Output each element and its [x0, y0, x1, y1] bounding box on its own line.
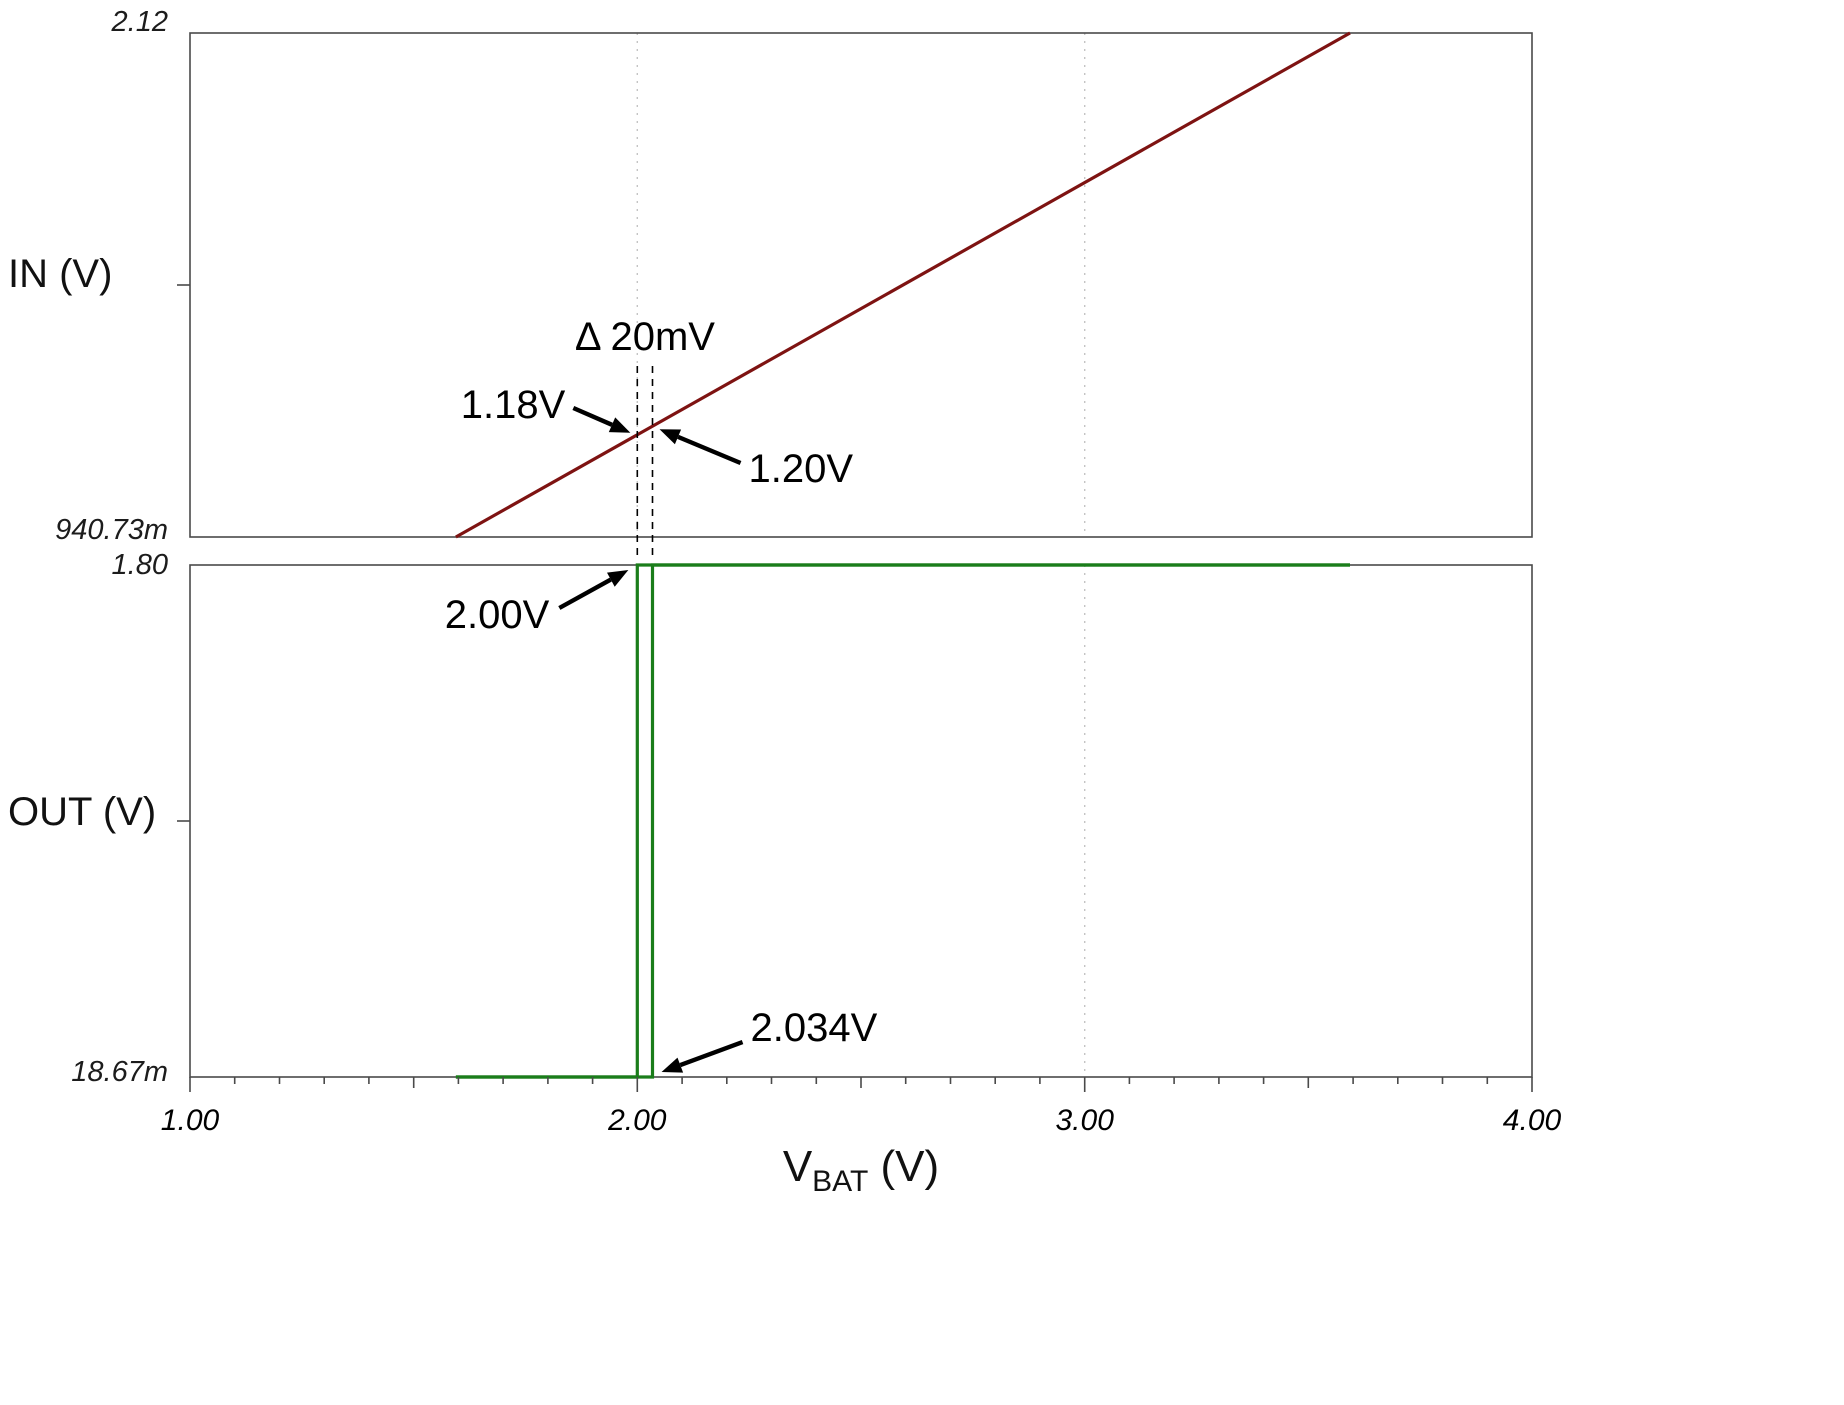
- in-fall-annotation-label: 1.18V: [461, 383, 566, 427]
- x-tick-label-2.00: 2.00: [607, 1104, 667, 1137]
- vbat-fall-annotation-label: 2.00V: [445, 593, 550, 637]
- x-axis-title: VBAT (V): [190, 1142, 1532, 1199]
- in-ymin-tick-label: 940.73m: [55, 514, 168, 546]
- x-tick-label-4.00: 4.00: [1503, 1104, 1562, 1137]
- delta-annotation-label: Δ 20mV: [575, 315, 715, 359]
- out-trace-rising-sweep: [455, 563, 1350, 1079]
- vbat-rise-arrow-shaft: [679, 1039, 744, 1068]
- x-axis-title-main: V: [782, 1142, 813, 1191]
- x-tick-label-3.00: 3.00: [1056, 1104, 1115, 1137]
- out-ymax-tick-label: 1.80: [111, 549, 168, 581]
- in-panel-frame: [189, 32, 1533, 538]
- in-fall-arrow-head: [608, 417, 631, 433]
- in-rise-arrow-shaft: [677, 434, 742, 466]
- out-ymin-tick-label: 18.67m: [71, 1056, 168, 1088]
- in-ymax-tick-label: 2.12: [111, 6, 168, 38]
- in-trace: [455, 31, 1351, 539]
- in-rise-annotation-label: 1.20V: [749, 447, 854, 491]
- x-tick-label-1.00: 1.00: [161, 1104, 220, 1137]
- out-trace-falling-sweep: [455, 563, 1350, 1079]
- vbat-fall-arrow-head: [607, 570, 629, 587]
- in-axis-title: IN (V): [8, 252, 113, 296]
- x-axis-title-unit: (V): [868, 1142, 940, 1191]
- vbat-rise-annotation-label: 2.034V: [751, 1006, 878, 1050]
- out-panel-frame: [189, 564, 1533, 1078]
- vbat-rise-arrow-head: [661, 1057, 684, 1073]
- out-axis-title: OUT (V): [8, 790, 157, 834]
- vbat-fall-arrow-shaft: [558, 577, 612, 610]
- in-fall-arrow-shaft: [572, 405, 613, 427]
- in-rise-arrow-head: [659, 429, 682, 445]
- x-axis-title-sub: BAT: [812, 1164, 869, 1198]
